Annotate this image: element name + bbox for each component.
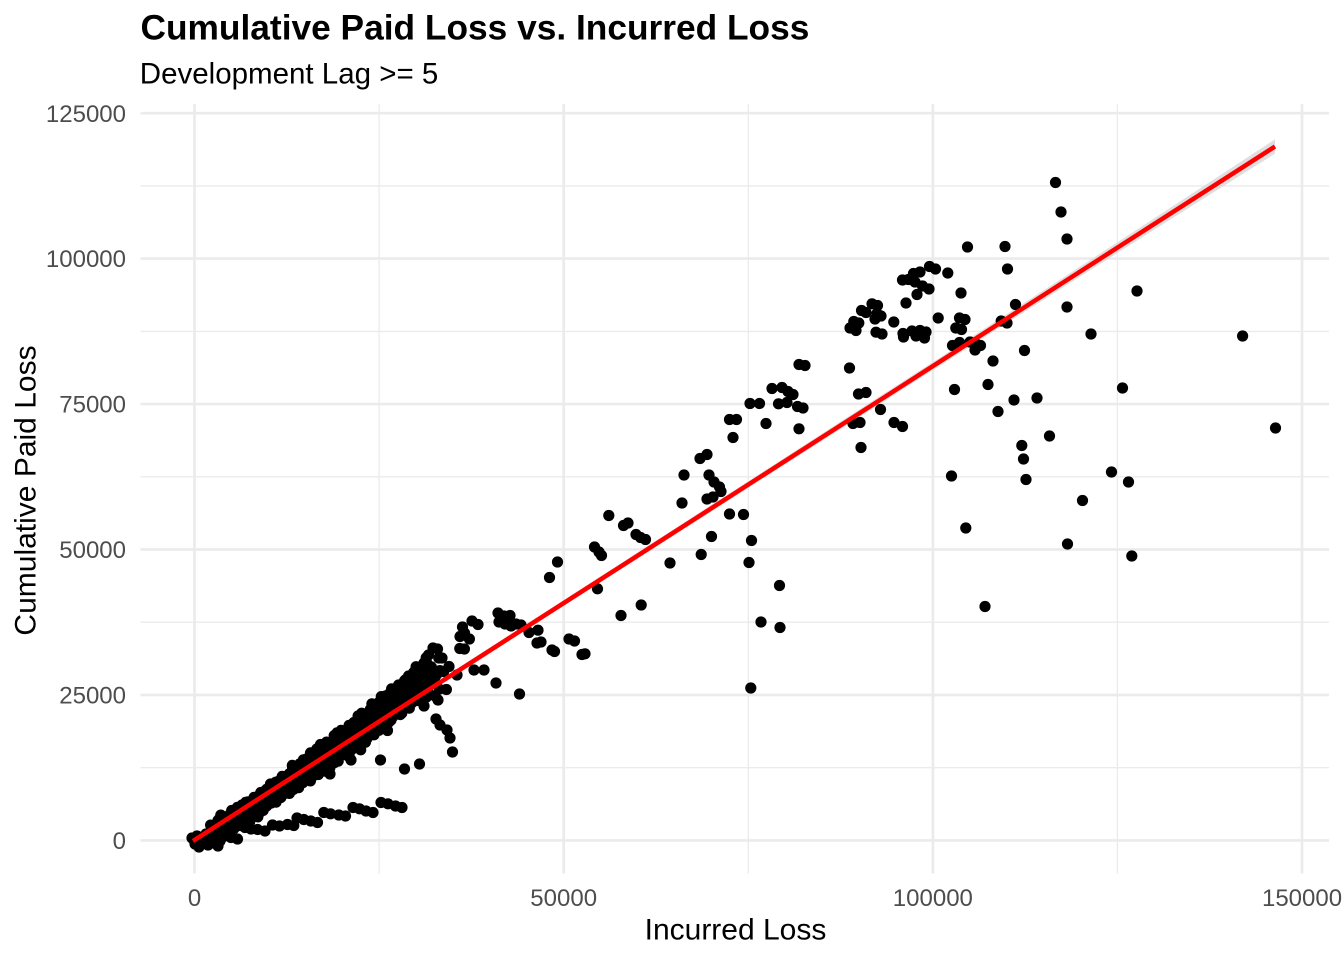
svg-text:50000: 50000 — [530, 885, 597, 912]
svg-text:50000: 50000 — [59, 537, 126, 564]
svg-text:100000: 100000 — [893, 885, 973, 912]
svg-text:125000: 125000 — [46, 101, 126, 128]
svg-text:150000: 150000 — [1262, 885, 1342, 912]
svg-text:Cumulative Paid Loss: Cumulative Paid Loss — [9, 345, 42, 635]
svg-text:Cumulative Paid Loss vs. Incur: Cumulative Paid Loss vs. Incurred Loss — [141, 8, 810, 47]
svg-text:Development Lag >= 5: Development Lag >= 5 — [140, 58, 439, 91]
svg-text:75000: 75000 — [59, 392, 126, 419]
svg-text:Incurred Loss: Incurred Loss — [645, 913, 827, 946]
svg-text:25000: 25000 — [59, 683, 126, 710]
svg-text:0: 0 — [188, 885, 201, 912]
svg-text:0: 0 — [113, 828, 126, 855]
svg-text:100000: 100000 — [46, 246, 126, 273]
